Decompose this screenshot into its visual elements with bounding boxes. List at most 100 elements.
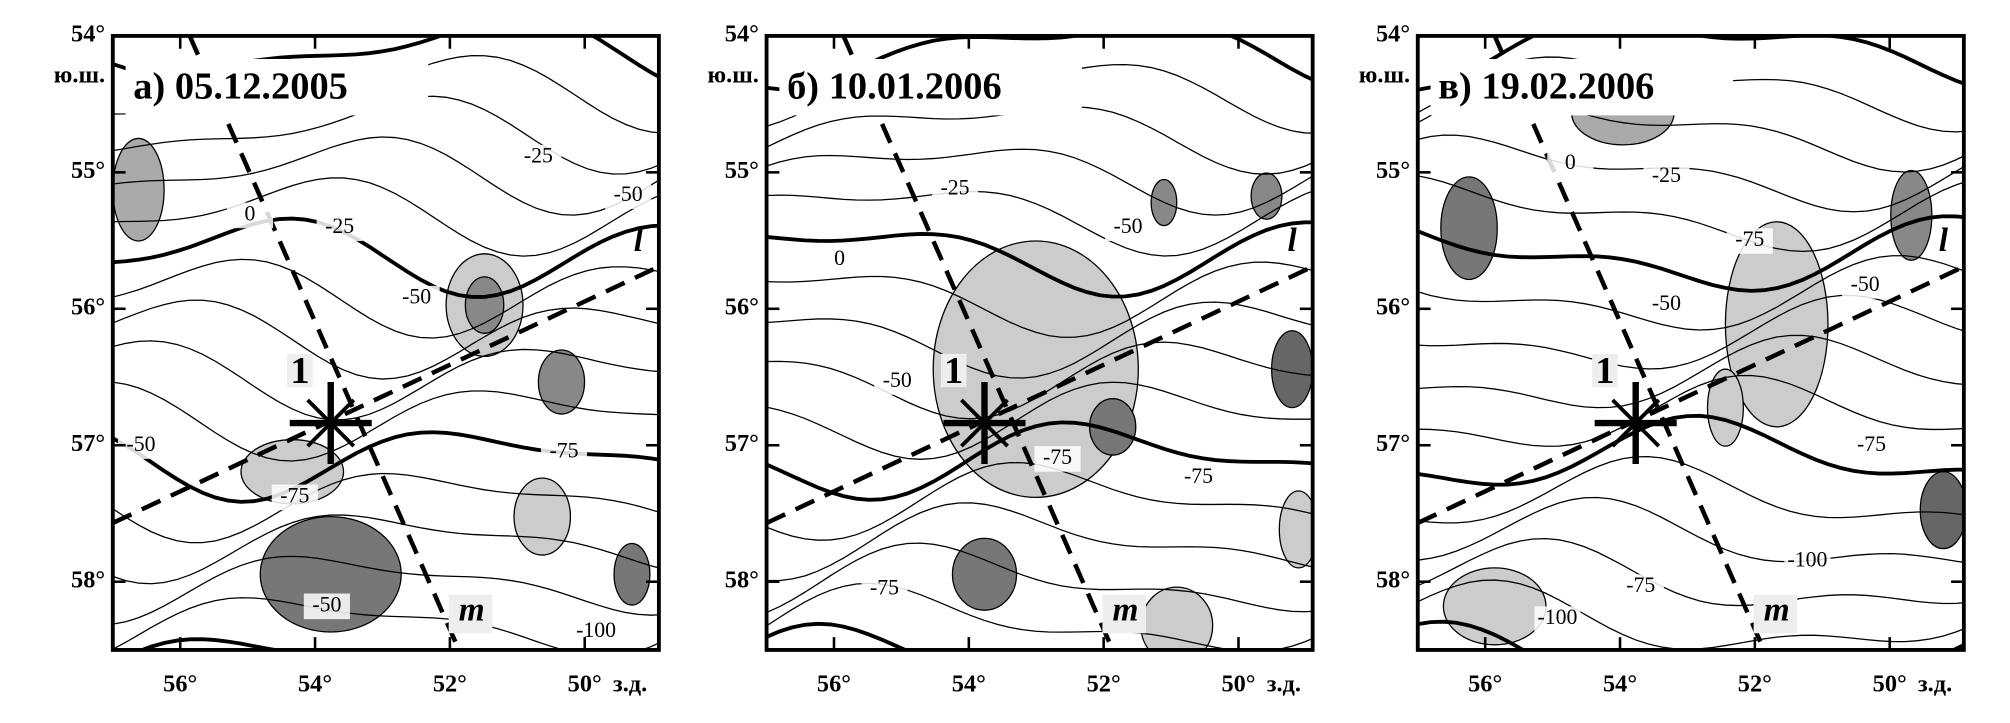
anomaly-area (1890, 169, 1933, 261)
station-marker (1611, 398, 1661, 448)
label-bg (1753, 594, 1798, 634)
label-bg (816, 247, 863, 274)
title-bg (125, 58, 429, 116)
frame (110, 33, 661, 652)
lat-label: 58° (1376, 566, 1410, 593)
contour-label: -50 (126, 432, 155, 456)
contour-label: -75 (550, 439, 579, 463)
contour-line (1417, 538, 1964, 607)
contour-label: -100 (1787, 547, 1827, 571)
lon-label: 56° (817, 670, 851, 697)
line-label: m (1113, 591, 1139, 628)
contour-label: 0 (1565, 150, 1576, 174)
label-bg (931, 176, 979, 203)
contour-label: -25 (325, 214, 354, 238)
label-bg (1102, 594, 1147, 634)
lat-unit: ю.ш. (708, 62, 759, 89)
label-bg (605, 183, 652, 209)
contour-line (766, 301, 1313, 379)
contour-label: 0 (834, 246, 845, 270)
lon-label: 50° (1221, 670, 1255, 697)
label-bg (1643, 164, 1690, 190)
contour-line (1417, 455, 1964, 524)
lon-label: 56° (163, 670, 197, 697)
contour-line (1417, 496, 1964, 563)
lon-label: 54° (952, 670, 986, 697)
anomaly-area (1250, 172, 1283, 220)
section-line-l (112, 264, 659, 526)
panel: 0 -25 -50 -75 -50 -75 -100 -75 -100 1 l m в) 19.02.2… (1359, 20, 1966, 697)
anomaly-area (464, 276, 505, 334)
contour-label: -50 (402, 285, 431, 309)
frame (764, 33, 1315, 652)
label-bg (1104, 215, 1152, 242)
lat-unit: ю.ш. (54, 62, 105, 89)
lon-unit: з.д. (1267, 670, 1301, 697)
contour-line (1417, 35, 1964, 92)
label-bg (448, 594, 493, 634)
lat-label: 58° (71, 566, 105, 593)
contour-line (112, 555, 659, 625)
anomaly-area (1140, 586, 1214, 650)
contour-line (766, 190, 1313, 257)
contour-label: -50 (883, 368, 912, 392)
lon-label: 56° (1468, 670, 1502, 697)
contour-line (766, 261, 1313, 338)
station-marker (960, 398, 1009, 448)
label-bg (1617, 574, 1664, 600)
label-bg (861, 576, 908, 603)
contour-label: -75 (1043, 445, 1072, 469)
map-area: 0 -25 -50 -75 -50 -75 -100 -75 -100 1 l m в) 19.02.2… (1417, 35, 1964, 650)
contour-line (112, 216, 659, 299)
contour-line (112, 472, 659, 544)
line-label: m (459, 591, 485, 628)
lat-label: 55° (71, 157, 105, 184)
contour-line (766, 420, 1313, 502)
label-bg (874, 369, 921, 395)
contour-line (112, 136, 659, 216)
contour-line (766, 542, 1313, 614)
label-bg (1034, 446, 1081, 472)
frame (1415, 33, 1966, 652)
panel-title: в) 19.02.2006 (1438, 66, 1654, 108)
label-bg (1842, 273, 1889, 299)
lat-label: 55° (1376, 157, 1410, 184)
lon-unit: з.д. (1918, 670, 1952, 697)
lat-label: 58° (725, 566, 759, 593)
label-bg (1175, 465, 1222, 491)
contour-line (1417, 255, 1964, 331)
contour-label: -75 (1857, 432, 1886, 456)
contour-line (112, 381, 659, 462)
contour-label: -50 (1652, 291, 1681, 315)
anomaly-area (259, 515, 402, 633)
contour-line (766, 148, 1313, 216)
contour-line (1417, 214, 1964, 293)
label-bg (1592, 353, 1618, 388)
contour-line (766, 502, 1313, 582)
contour-line (112, 177, 659, 257)
contour-label: -75 (1735, 227, 1764, 251)
label-bg (1784, 548, 1831, 575)
label-bg (316, 215, 363, 242)
contour-line (766, 220, 1313, 299)
panel: -25 0 -50 -50 -75 -75 -75 1 l m б) 10.01.2006 54° 55… (708, 20, 1315, 697)
panel-title: б) 10.01.2006 (787, 66, 1002, 108)
contour-line (1417, 294, 1964, 370)
label-bg (515, 144, 562, 171)
contour-label: -50 (1114, 214, 1143, 238)
contour-line (112, 299, 659, 380)
label-bg (1848, 433, 1895, 459)
anomaly-area (112, 137, 165, 242)
contour-line (1417, 175, 1964, 253)
contour-label: -75 (870, 576, 899, 600)
contour-line (112, 514, 659, 585)
lon-unit: з.д. (613, 670, 647, 697)
label-bg (271, 484, 318, 511)
label-bg (573, 619, 620, 645)
lon-label: 52° (433, 670, 467, 697)
point-label: 1 (944, 350, 963, 392)
lon-label: 50° (568, 670, 602, 697)
contour-label: -75 (280, 483, 309, 507)
lat-label: 57° (725, 430, 759, 457)
contour-label: -25 (524, 144, 553, 168)
